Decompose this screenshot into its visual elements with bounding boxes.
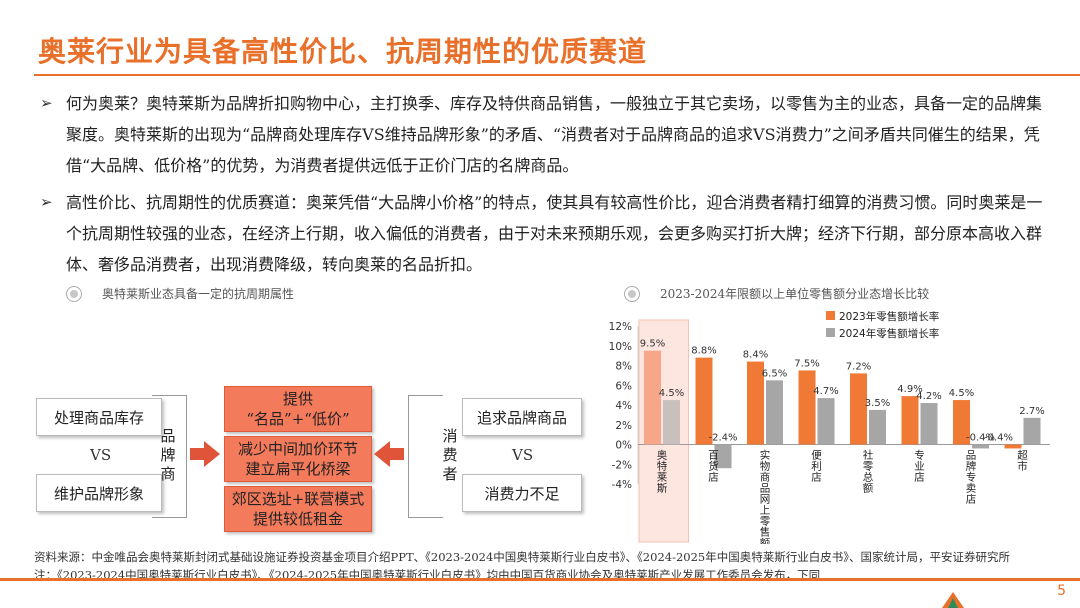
value-label-2024-2: 6.5% bbox=[762, 368, 787, 379]
center-box-location: 郊区选址+联营模式 提供较低租金 bbox=[224, 486, 372, 532]
bullet-text-1: 何为奥莱？奥特莱斯为品牌折扣购物中心，主打换季、库存及特供商品销售，一般独立于其… bbox=[66, 94, 1043, 175]
legend-label-0: 2023年零售额增长率 bbox=[839, 310, 939, 323]
bar-2024-1 bbox=[714, 444, 732, 469]
center-box-middleman-line2: 建立扁平化桥梁 bbox=[245, 460, 351, 478]
triangle-bullet-icon: ➢ bbox=[40, 94, 53, 112]
value-label-2023-2: 8.4% bbox=[743, 350, 768, 361]
retail-growth-chart: 12% 10% 8% 6% 4% 2% 0% -2% -4% 9.5% 8.8% 8.4% 7.5% 7.… bbox=[609, 310, 1050, 545]
page-number: 5 bbox=[1057, 583, 1066, 599]
y-tick-label: 12% bbox=[609, 321, 632, 333]
value-label-2024-6: -0.4% bbox=[966, 433, 995, 444]
bar-2023-3 bbox=[798, 370, 816, 445]
bar-2023-0 bbox=[644, 350, 661, 445]
category-label-1: 百货店 bbox=[708, 450, 719, 484]
value-label-2023-3: 7.5% bbox=[794, 358, 819, 369]
value-label-2024-5: 4.2% bbox=[916, 391, 941, 402]
y-tick-label: 8% bbox=[615, 361, 632, 373]
right-arrow-icon bbox=[190, 441, 220, 467]
value-label-2024-1: -2.4% bbox=[708, 433, 737, 444]
category-label-3: 便利店 bbox=[811, 449, 822, 484]
brand-image-box: 维护品牌形象 bbox=[36, 474, 162, 512]
brand-vs-label: VS bbox=[90, 446, 112, 464]
consumer-bracket bbox=[408, 395, 443, 518]
bar-2023-4 bbox=[850, 373, 867, 445]
brand-label: 品牌商 bbox=[160, 427, 176, 483]
value-label-2023-5: 4.9% bbox=[897, 384, 922, 395]
consumer-power-box: 消费力不足 bbox=[462, 474, 582, 512]
bar-2024-4 bbox=[869, 409, 886, 445]
value-label-2024-0: 4.5% bbox=[659, 388, 684, 399]
value-label-2023-1: 8.8% bbox=[691, 346, 716, 357]
bar-2024-2 bbox=[766, 380, 783, 445]
triangle-bullet-icon: ➢ bbox=[40, 193, 53, 211]
center-box-location-line2: 提供较低租金 bbox=[252, 510, 343, 528]
legend-swatch-1 bbox=[826, 328, 835, 337]
ping-an-logo-icon bbox=[942, 592, 964, 608]
brand-inventory-box: 处理商品库存 bbox=[36, 398, 162, 436]
y-tick-label: 4% bbox=[615, 400, 632, 412]
bar-2023-6 bbox=[953, 400, 970, 445]
footer-divider bbox=[0, 578, 1080, 581]
page-title: 奥莱行业为具备高性价比、抗周期性的优质赛道 bbox=[38, 35, 648, 68]
bullet-item-1: ➢ 何为奥莱？奥特莱斯为品牌折扣购物中心，主打换季、库存及特供商品销售，一般独立… bbox=[40, 88, 1050, 181]
category-label-4: 社零总额 bbox=[863, 449, 874, 495]
center-box-offer-line2: “名品”+“低价” bbox=[246, 410, 350, 428]
legend-swatch-0 bbox=[826, 311, 835, 320]
category-label-6: 品牌专卖店 bbox=[966, 450, 977, 506]
value-label-2023-7: -0.4% bbox=[984, 433, 1013, 444]
consumer-vs-label: VS bbox=[512, 446, 534, 464]
center-box-middleman-line1: 减少中间加价环节 bbox=[237, 440, 358, 458]
category-label-0: 奥特莱斯 bbox=[657, 449, 668, 495]
center-box-middleman: 减少中间加价环节 建立扁平化桥梁 bbox=[224, 436, 372, 482]
bar-2023-7 bbox=[1004, 444, 1022, 449]
center-box-offer: 提供 “名品”+“低价” bbox=[224, 386, 372, 432]
bullet-item-2: ➢ 高性价比、抗周期性的优质赛道：奥莱凭借“大品牌小价格”的特点，使其具有较高性… bbox=[40, 187, 1050, 280]
consumer-brand-box: 追求品牌商品 bbox=[462, 398, 582, 436]
bar-2024-3 bbox=[817, 398, 835, 445]
radio-dot-icon bbox=[624, 285, 640, 302]
right-section-title: 2023-2024年限额以上单位零售额分业态增长比较 bbox=[660, 287, 930, 301]
value-label-2023-6: 4.5% bbox=[949, 388, 974, 399]
radio-dot-icon bbox=[66, 285, 82, 302]
right-section-heading: 2023-2024年限额以上单位零售额分业态增长比较 bbox=[624, 285, 929, 302]
category-label-7: 超市 bbox=[1017, 449, 1028, 473]
bar-2023-2 bbox=[747, 361, 764, 445]
value-label-2024-7: 2.7% bbox=[1019, 406, 1044, 417]
bar-2024-0 bbox=[663, 400, 680, 445]
y-tick-label: 2% bbox=[615, 420, 632, 432]
bar-2023-1 bbox=[695, 357, 713, 445]
consumer-label: 消费者 bbox=[442, 427, 458, 483]
center-box-location-line1: 郊区选址+联营模式 bbox=[231, 490, 365, 508]
category-label-5: 专业店 bbox=[914, 449, 925, 484]
bullet-text-2: 高性价比、抗周期性的优质赛道：奥莱凭借“大品牌小价格”的特点，使其具有较高性价比… bbox=[66, 193, 1043, 274]
title-divider bbox=[34, 74, 1080, 76]
y-tick-label: 10% bbox=[609, 341, 632, 353]
y-tick-label: -2% bbox=[612, 459, 632, 471]
bar-2024-6 bbox=[972, 444, 989, 449]
brand-bracket bbox=[152, 395, 187, 518]
value-label-2024-4: 3.5% bbox=[865, 398, 890, 409]
value-label-2024-3: 4.7% bbox=[813, 386, 838, 397]
y-tick-label: -4% bbox=[612, 479, 632, 491]
value-label-2023-4: 7.2% bbox=[846, 361, 871, 372]
bar-2024-5 bbox=[920, 403, 938, 445]
legend-label-1: 2024年零售额增长率 bbox=[839, 327, 939, 340]
bar-2023-5 bbox=[901, 396, 919, 445]
category-label-2: 实物商品网上零售额 bbox=[760, 449, 771, 545]
left-section-heading: 奥特莱斯业态具备一定的抗周期属性 bbox=[66, 285, 294, 302]
left-arrow-icon bbox=[374, 441, 404, 467]
value-label-2023-0: 9.5% bbox=[640, 339, 665, 350]
center-box-offer-line1: 提供 bbox=[282, 390, 313, 408]
y-tick-label: 6% bbox=[615, 380, 632, 392]
y-tick-label: 0% bbox=[615, 440, 632, 452]
bar-2024-7 bbox=[1023, 417, 1041, 445]
left-section-title: 奥特莱斯业态具备一定的抗周期属性 bbox=[102, 287, 295, 301]
